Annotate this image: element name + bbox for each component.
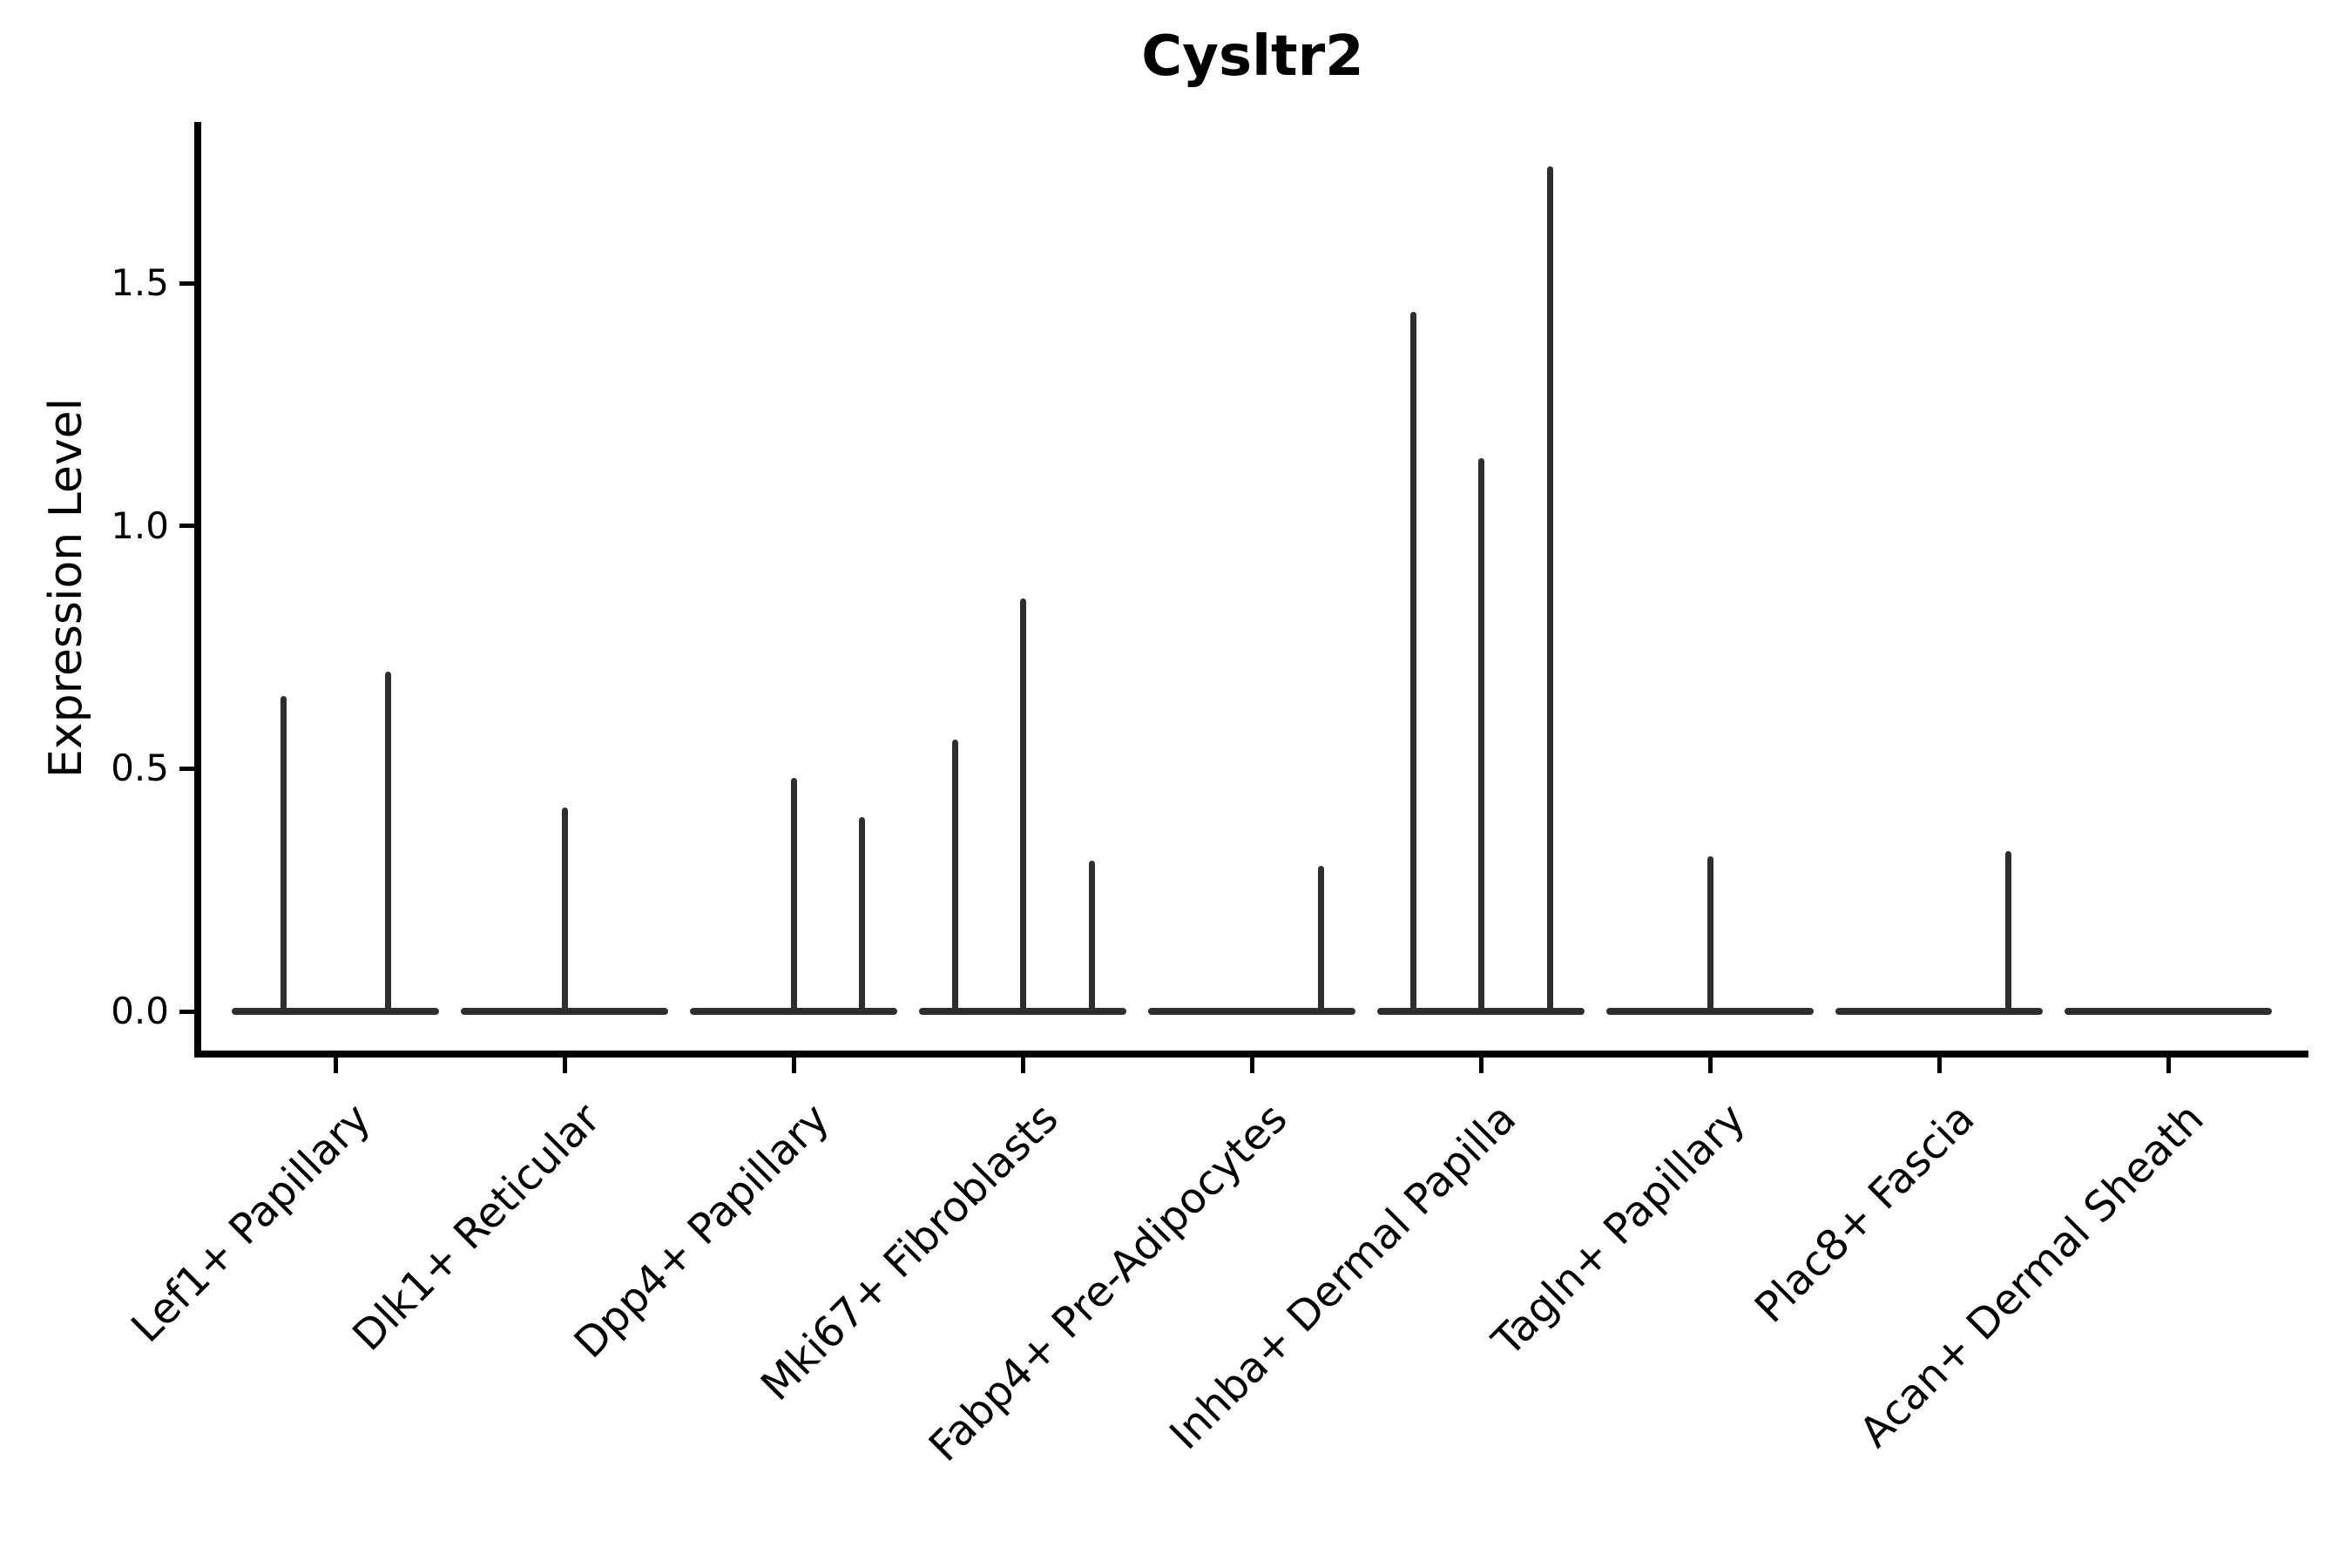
plot-title: Cysltr2 — [1141, 24, 1364, 89]
x-tick-mark — [1020, 1058, 1025, 1073]
violin-spike — [2004, 851, 2011, 1015]
violin-baseline — [1148, 1008, 1355, 1015]
y-tick-mark — [179, 280, 194, 286]
x-tick-label: Tagln+ Papillary — [1483, 1094, 1755, 1366]
x-tick-mark — [562, 1058, 567, 1073]
y-tick-label: 0.0 — [111, 990, 169, 1032]
x-tick-mark — [791, 1058, 796, 1073]
violin-spike — [280, 695, 287, 1015]
y-tick-label: 1.5 — [111, 261, 169, 305]
violin-spike — [951, 739, 958, 1015]
x-tick-label: Plac8+ Fascia — [1746, 1094, 1984, 1333]
violin-spike — [1088, 861, 1095, 1015]
x-tick-mark — [1707, 1058, 1713, 1073]
violin-spike — [1409, 312, 1416, 1015]
y-tick-label: 1.0 — [111, 504, 169, 547]
y-axis-label: Expression Level — [40, 397, 92, 779]
x-tick-mark — [1936, 1058, 1942, 1073]
x-tick-mark — [1478, 1058, 1484, 1073]
violin-spike — [1019, 598, 1026, 1015]
x-tick-mark — [2166, 1058, 2171, 1073]
x-tick-label: Dpp4+ Papillary — [564, 1094, 839, 1369]
y-tick-mark — [179, 766, 194, 771]
violin-baseline — [2065, 1008, 2272, 1015]
violin-spike — [790, 778, 797, 1015]
y-tick-label: 0.5 — [111, 747, 169, 790]
violin-spike — [1317, 865, 1324, 1015]
violin-spike — [858, 817, 865, 1015]
violin-baseline — [1835, 1008, 2043, 1015]
x-tick-label: Dlk1+ Reticular — [342, 1094, 610, 1361]
violin-spike — [1707, 855, 1713, 1015]
y-tick-mark — [179, 1009, 194, 1014]
x-axis-spine — [194, 1051, 2308, 1058]
violin-spike — [1477, 457, 1484, 1015]
x-tick-mark — [1249, 1058, 1254, 1073]
violin-spike — [384, 671, 391, 1015]
y-tick-mark — [179, 524, 194, 529]
y-axis-spine — [194, 122, 201, 1058]
violin-spike — [561, 807, 568, 1015]
violin-baseline — [232, 1008, 439, 1015]
x-tick-label: Lef1+ Papillary — [122, 1094, 381, 1352]
violin-spike — [1546, 166, 1553, 1015]
x-tick-mark — [333, 1058, 338, 1073]
